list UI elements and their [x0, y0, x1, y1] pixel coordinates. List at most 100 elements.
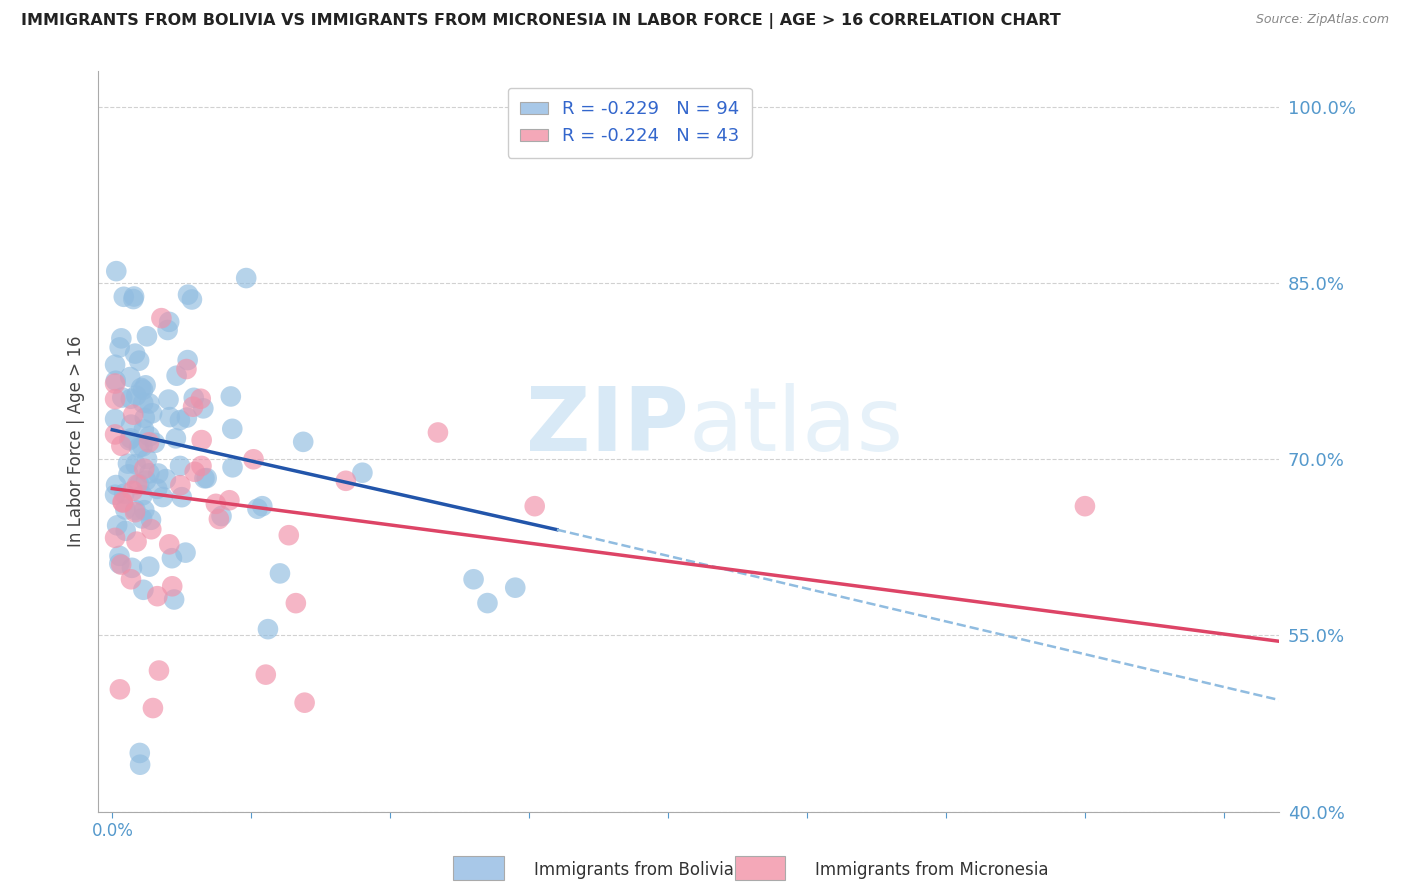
Point — [181, 400, 204, 414]
Point — [277, 528, 299, 542]
Point — [139, 513, 162, 527]
Y-axis label: In Labor Force | Age > 16: In Labor Force | Age > 16 — [66, 335, 84, 548]
Point — [104, 427, 127, 442]
Point — [211, 509, 233, 524]
Point — [124, 346, 146, 360]
Point — [120, 431, 142, 445]
Point — [163, 592, 186, 607]
Text: Immigrants from Micronesia: Immigrants from Micronesia — [815, 861, 1049, 879]
Point — [104, 358, 127, 372]
Point — [193, 401, 215, 416]
Point — [1074, 499, 1097, 513]
Point — [252, 499, 274, 513]
Point — [146, 482, 169, 496]
Point — [108, 682, 131, 697]
Point — [122, 289, 145, 303]
Point — [112, 486, 135, 500]
Point — [128, 353, 150, 368]
Point — [166, 368, 188, 383]
Point — [138, 559, 160, 574]
Point — [110, 558, 132, 572]
Point — [160, 579, 183, 593]
Point — [150, 311, 173, 326]
Point — [257, 622, 280, 636]
Point — [269, 566, 291, 581]
Point — [254, 667, 277, 681]
Point — [352, 466, 374, 480]
Point — [190, 433, 212, 447]
Point — [208, 512, 231, 526]
Point — [190, 392, 212, 406]
Text: Immigrants from Bolivia: Immigrants from Bolivia — [534, 861, 734, 879]
Point — [120, 417, 142, 432]
Point — [127, 477, 149, 491]
Point — [124, 457, 146, 471]
Point — [426, 425, 449, 440]
Legend: R = -0.229   N = 94, R = -0.224   N = 43: R = -0.229 N = 94, R = -0.224 N = 43 — [508, 87, 752, 158]
Point — [120, 370, 142, 384]
Point — [108, 549, 131, 563]
Point — [128, 746, 150, 760]
Point — [242, 452, 264, 467]
Point — [169, 478, 191, 492]
Point — [132, 582, 155, 597]
Point — [193, 471, 215, 485]
Point — [159, 410, 181, 425]
Point — [138, 396, 160, 410]
Point — [117, 467, 139, 482]
Point — [477, 596, 499, 610]
Point — [122, 292, 145, 306]
Point — [235, 271, 257, 285]
Point — [205, 497, 228, 511]
Point — [132, 422, 155, 436]
Point — [146, 589, 169, 603]
Point — [221, 460, 243, 475]
Point — [152, 490, 174, 504]
Point — [120, 392, 142, 406]
Point — [124, 505, 146, 519]
Point — [195, 471, 218, 485]
Point — [284, 596, 307, 610]
Point — [183, 391, 205, 405]
Point — [176, 362, 198, 376]
Point — [112, 290, 135, 304]
Point — [132, 383, 155, 397]
Point — [523, 499, 546, 513]
Point — [160, 551, 183, 566]
Point — [125, 388, 148, 402]
Point — [118, 434, 141, 448]
Point — [105, 264, 128, 278]
Point — [135, 378, 157, 392]
Point — [176, 353, 198, 368]
Point — [181, 293, 204, 307]
Point — [138, 467, 160, 481]
Point — [108, 557, 131, 571]
Point — [292, 434, 315, 449]
Point — [221, 422, 243, 436]
Point — [128, 477, 150, 491]
Point — [131, 488, 153, 502]
Point — [105, 478, 128, 492]
Point — [117, 457, 139, 471]
Point — [111, 495, 134, 509]
Point — [169, 458, 191, 473]
Point — [136, 452, 159, 467]
Point — [121, 561, 143, 575]
Point — [165, 431, 187, 445]
Point — [190, 458, 212, 473]
Point — [108, 340, 131, 354]
Point — [176, 410, 198, 425]
Point — [134, 461, 156, 475]
Point — [141, 522, 163, 536]
Point — [136, 329, 159, 343]
Point — [148, 664, 170, 678]
Point — [143, 435, 166, 450]
Point — [125, 534, 148, 549]
Point — [142, 701, 165, 715]
Point — [104, 392, 127, 406]
Point — [183, 465, 205, 479]
Point — [120, 572, 142, 586]
Point — [110, 439, 132, 453]
Point — [218, 493, 240, 508]
Point — [503, 581, 526, 595]
